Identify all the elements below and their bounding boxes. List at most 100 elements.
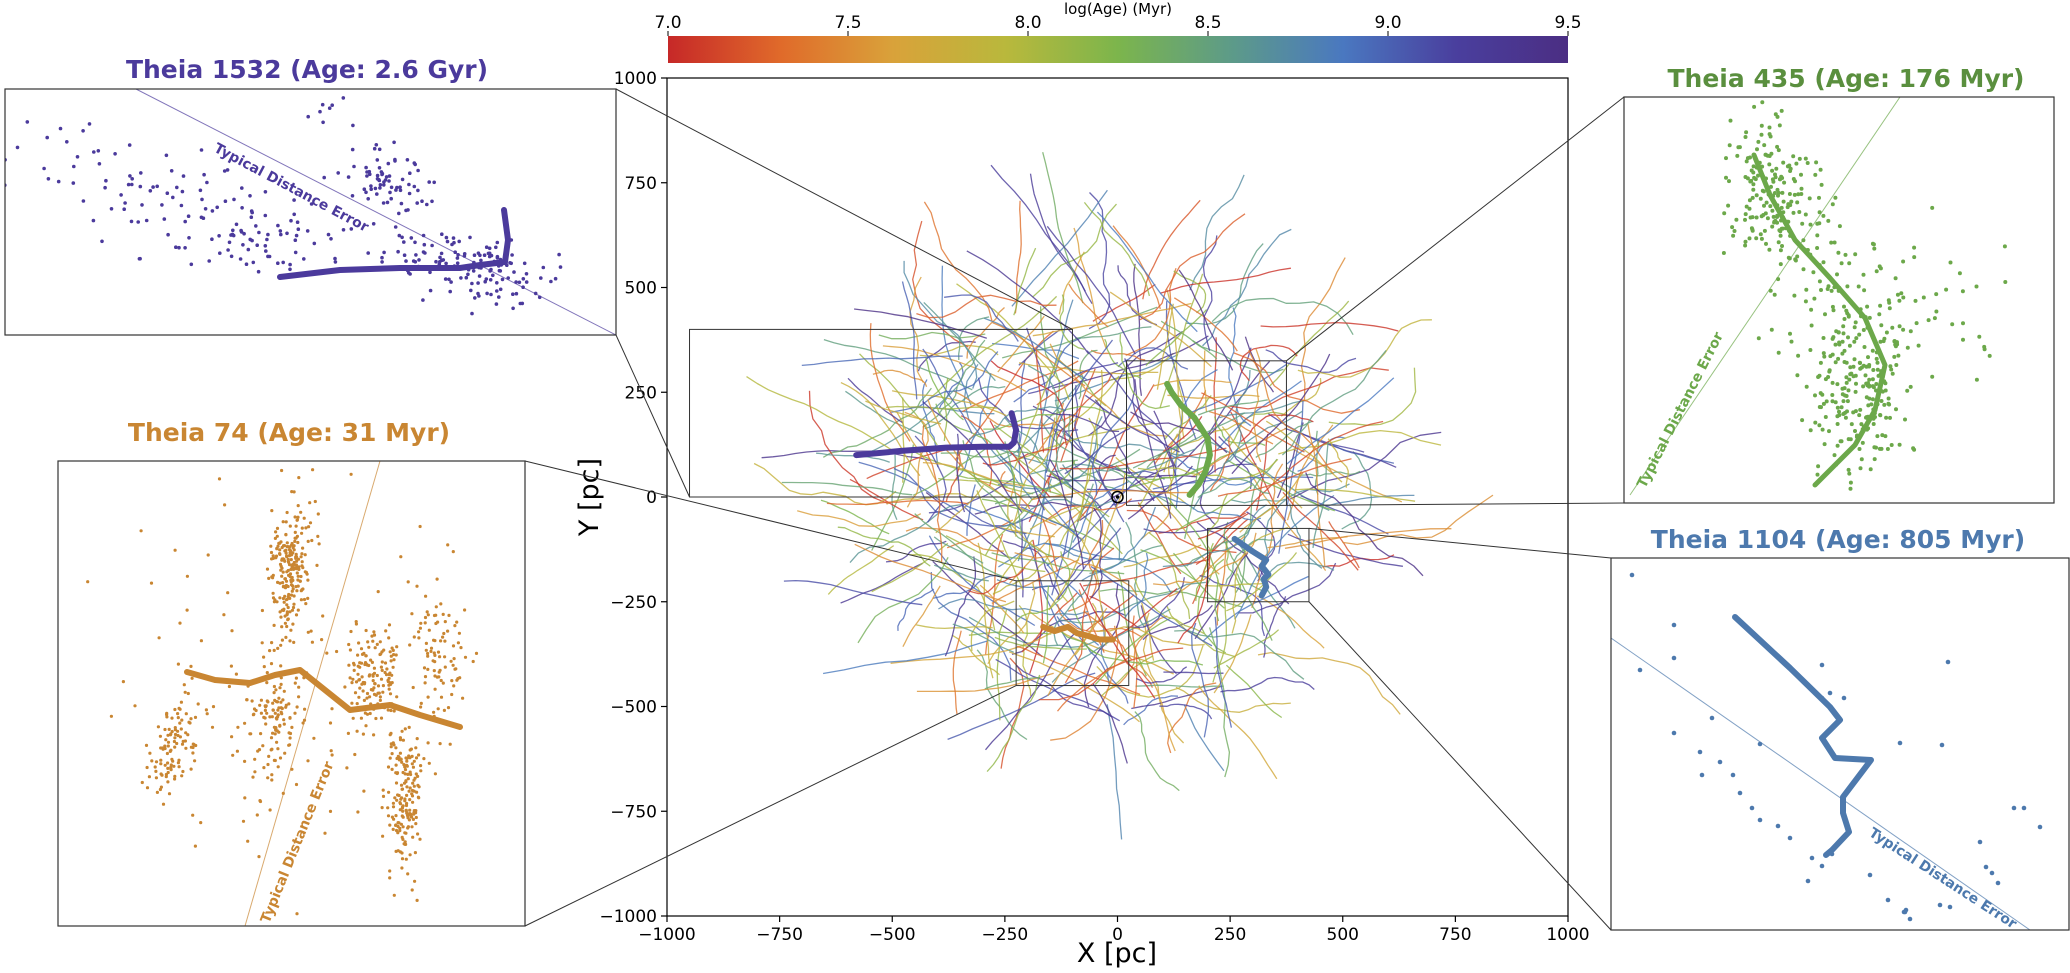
member-star xyxy=(306,759,310,763)
background-strand xyxy=(1106,615,1168,691)
member-star xyxy=(360,652,365,657)
member-star xyxy=(1813,393,1817,398)
member-star xyxy=(306,578,310,582)
background-strand xyxy=(1198,685,1278,780)
background-strand xyxy=(933,564,989,582)
member-star xyxy=(549,279,553,284)
member-star xyxy=(415,201,420,205)
member-star xyxy=(222,613,226,617)
member-star xyxy=(1797,156,1802,161)
member-star xyxy=(484,245,489,249)
member-star xyxy=(1876,373,1881,378)
member-star xyxy=(287,592,291,597)
background-strand xyxy=(1109,291,1212,368)
member-star xyxy=(1831,308,1836,313)
member-star xyxy=(390,646,394,650)
member-star xyxy=(406,772,410,777)
member-star xyxy=(1768,288,1773,293)
background-strand xyxy=(1040,557,1083,599)
member-star xyxy=(173,732,178,737)
member-star xyxy=(267,576,271,581)
member-star xyxy=(1868,467,1873,472)
y-axis-label: Y [pc] xyxy=(574,458,605,537)
member-star xyxy=(373,186,378,191)
member-star xyxy=(420,199,424,203)
background-strand xyxy=(1126,509,1237,554)
member-star xyxy=(243,721,247,725)
member-star xyxy=(383,670,387,675)
member-star xyxy=(1837,224,1842,229)
member-star xyxy=(306,114,311,119)
member-star xyxy=(136,220,140,224)
member-star xyxy=(281,791,285,796)
member-star xyxy=(251,775,255,779)
background-strand xyxy=(1089,595,1141,630)
member-star xyxy=(357,695,361,699)
member-star xyxy=(387,687,391,691)
member-star xyxy=(1861,328,1866,332)
member-star xyxy=(1852,339,1857,344)
member-star xyxy=(356,810,360,814)
member-star xyxy=(419,705,423,709)
member-star xyxy=(271,731,275,735)
member-star xyxy=(416,188,420,193)
member-star xyxy=(413,879,417,883)
member-star xyxy=(407,725,411,730)
member-star xyxy=(173,736,177,740)
member-star xyxy=(402,842,406,846)
member-star xyxy=(1950,322,1955,327)
x-tick-label: 1000 xyxy=(1546,925,1589,945)
member-star xyxy=(1823,415,1828,419)
member-star xyxy=(1912,255,1917,260)
member-star xyxy=(263,190,268,194)
member-star xyxy=(278,229,283,233)
member-star xyxy=(1888,364,1893,369)
member-star xyxy=(129,219,134,224)
inset-title-theia-1104: Theia 1104 (Age: 805 Myr) xyxy=(1651,525,2025,554)
member-star xyxy=(1937,902,1943,908)
highlighted-strings xyxy=(853,380,1272,643)
distance-error-line xyxy=(1611,637,2031,930)
member-star xyxy=(1816,464,1821,469)
member-star xyxy=(1839,261,1844,266)
member-star xyxy=(1848,437,1853,442)
member-star xyxy=(378,695,382,699)
member-star xyxy=(358,661,362,665)
member-star xyxy=(376,590,380,594)
member-star xyxy=(1776,148,1781,153)
member-star xyxy=(382,250,386,255)
member-star xyxy=(370,634,374,638)
colorbar-tick-label: 7.5 xyxy=(834,13,861,33)
member-star xyxy=(1803,212,1808,217)
member-star xyxy=(193,759,197,763)
member-star xyxy=(407,182,411,187)
member-star xyxy=(276,261,280,266)
member-star xyxy=(379,677,384,681)
member-star xyxy=(1862,288,1867,293)
member-star xyxy=(410,794,415,798)
member-star xyxy=(294,233,299,238)
member-star xyxy=(1848,486,1853,491)
member-star xyxy=(1754,236,1759,241)
member-star xyxy=(238,257,243,261)
member-star xyxy=(1774,166,1779,171)
member-star xyxy=(283,621,287,625)
member-star xyxy=(264,704,268,708)
member-star xyxy=(1894,363,1899,367)
member-star xyxy=(300,531,304,535)
member-star xyxy=(424,594,428,598)
background-strand xyxy=(1312,441,1329,548)
background-strand xyxy=(940,450,1078,463)
member-star xyxy=(329,749,333,753)
member-star xyxy=(279,232,283,237)
member-star xyxy=(380,806,384,810)
y-tick-label: 0 xyxy=(646,488,657,508)
member-star xyxy=(362,187,367,191)
background-strand xyxy=(952,623,1015,653)
background-strand xyxy=(1189,174,1245,291)
background-strand xyxy=(822,387,932,458)
member-star xyxy=(144,743,149,748)
background-strand xyxy=(1305,472,1424,577)
background-strand xyxy=(935,485,985,534)
member-star xyxy=(280,706,284,711)
